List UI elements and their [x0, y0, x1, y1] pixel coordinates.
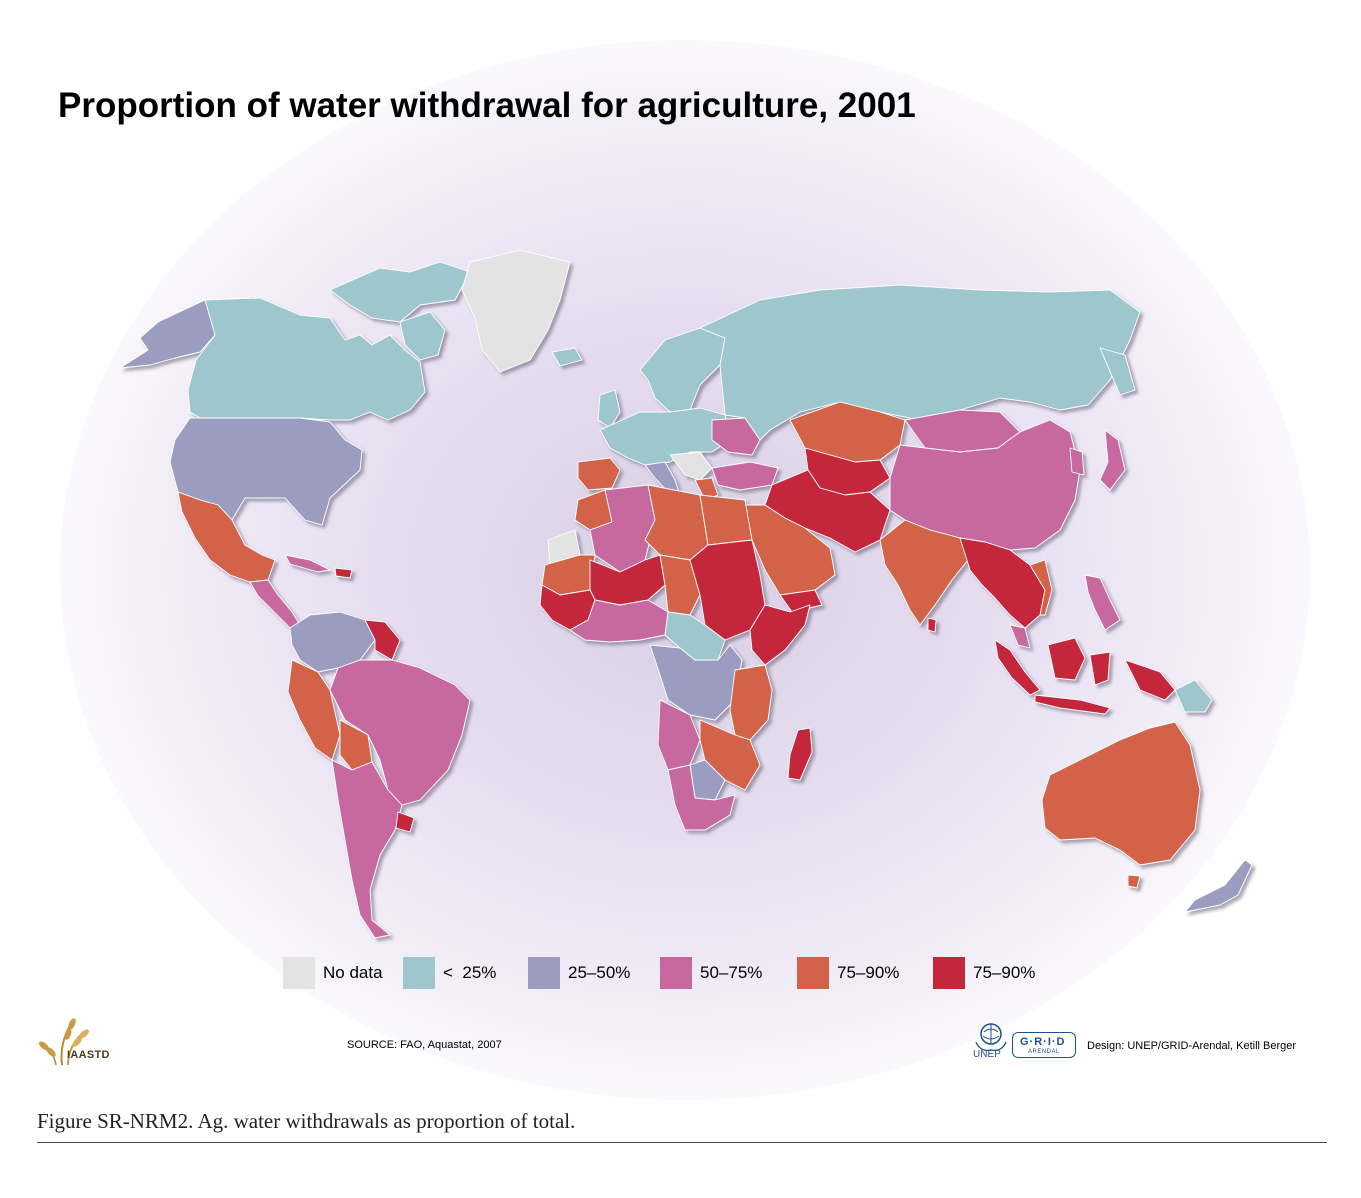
- region-usa: [169, 417, 363, 526]
- legend-swatch: [797, 957, 829, 989]
- region-philippines: [1084, 574, 1121, 631]
- unep-logo: [975, 1023, 1007, 1051]
- region-iceland: [551, 347, 583, 367]
- region-korea: [1069, 447, 1085, 476]
- region-australia: [1041, 721, 1201, 866]
- region-libya: [644, 484, 709, 561]
- region-sulawesi: [1089, 651, 1111, 686]
- region-brazil: [329, 659, 471, 806]
- region-malaysia: [1009, 624, 1031, 649]
- region-central-america: [249, 579, 301, 629]
- region-hispaniola: [334, 567, 353, 579]
- legend-item-75-90-a: 75–90%: [797, 957, 933, 989]
- region-canada: [187, 297, 426, 421]
- region-zambia-moz: [699, 719, 761, 791]
- region-western-europe: [599, 407, 731, 466]
- legend-item-75-90-b: 75–90%: [933, 957, 1053, 989]
- region-baffin: [399, 311, 446, 361]
- region-scandinavia: [639, 327, 726, 413]
- region-uk: [597, 389, 621, 429]
- region-southern-cone: [331, 759, 403, 939]
- region-mexico: [177, 491, 276, 583]
- legend-label: < 25%: [443, 963, 497, 982]
- legend-item-25-50: 25–50%: [528, 957, 660, 989]
- legend-label: No data: [323, 963, 383, 982]
- caption-rule: [37, 1142, 1327, 1143]
- legend-swatch: [528, 957, 560, 989]
- region-arctic-islands: [329, 261, 471, 323]
- region-iberia: [577, 457, 621, 491]
- region-madagascar: [787, 727, 813, 781]
- legend-swatch: [403, 957, 435, 989]
- legend-swatch: [283, 957, 315, 989]
- region-east-africa: [729, 664, 773, 741]
- region-egypt: [699, 494, 753, 546]
- legend-swatch: [933, 957, 965, 989]
- region-new-zealand: [1184, 859, 1253, 913]
- region-new-guinea-west: [1124, 659, 1176, 701]
- region-sumatra: [994, 639, 1041, 696]
- region-peru: [287, 659, 341, 761]
- iaastd-logo-text: IAASTD: [67, 1049, 110, 1061]
- region-turkey: [711, 461, 779, 491]
- region-japan: [1099, 429, 1126, 491]
- region-greece: [694, 477, 719, 501]
- region-borneo: [1047, 637, 1086, 681]
- grid-logo-text: G·R·I·D: [1020, 1036, 1066, 1048]
- region-uruguay: [395, 811, 415, 833]
- region-sri-lanka: [927, 617, 937, 633]
- region-vietnam: [1029, 559, 1053, 616]
- region-south-africa: [667, 764, 736, 831]
- design-credit: Design: UNEP/GRID-Arendal, Ketill Berger: [1087, 1040, 1297, 1052]
- legend-swatch: [660, 957, 692, 989]
- region-arabia: [744, 504, 836, 601]
- region-tasmania: [1127, 874, 1141, 889]
- map-title: Proportion of water withdrawal for agric…: [58, 86, 916, 125]
- legend-item-no-data: No data: [283, 957, 403, 989]
- legend-item-50-75: 50–75%: [660, 957, 797, 989]
- figure-caption: Figure SR-NRM2. Ag. water withdrawals as…: [37, 1109, 576, 1133]
- region-horn-of-africa: [749, 604, 811, 666]
- legend-label: 25–50%: [568, 963, 631, 982]
- unep-logo-text: UNEP: [973, 1049, 1001, 1060]
- region-caribbean: [284, 554, 331, 573]
- region-russia: [699, 284, 1141, 441]
- region-southeast-asia: [959, 537, 1046, 629]
- region-papua: [1174, 679, 1213, 713]
- region-kamchatka: [1099, 347, 1136, 396]
- region-balkans: [669, 451, 713, 481]
- source-note: SOURCE: FAO, Aquastat, 2007: [347, 1039, 502, 1051]
- region-india: [879, 519, 969, 626]
- iaastd-wheat-logo: [39, 1018, 89, 1066]
- grid-logo-subtext: ARENDAL: [1028, 1049, 1060, 1055]
- region-greenland: [461, 249, 571, 373]
- map-legend: No data < 25% 25–50% 50–75% 75–90% 75–90…: [283, 956, 1053, 990]
- grid-arendal-logo: [1012, 1032, 1076, 1058]
- legend-label: 75–90%: [837, 963, 900, 982]
- legend-item-lt25: < 25%: [403, 957, 528, 989]
- world-map: [119, 249, 1253, 939]
- legend-label: 50–75%: [700, 963, 763, 982]
- region-yemen: [779, 589, 823, 613]
- legend-label: 75–90%: [973, 963, 1036, 982]
- region-java: [1034, 694, 1111, 715]
